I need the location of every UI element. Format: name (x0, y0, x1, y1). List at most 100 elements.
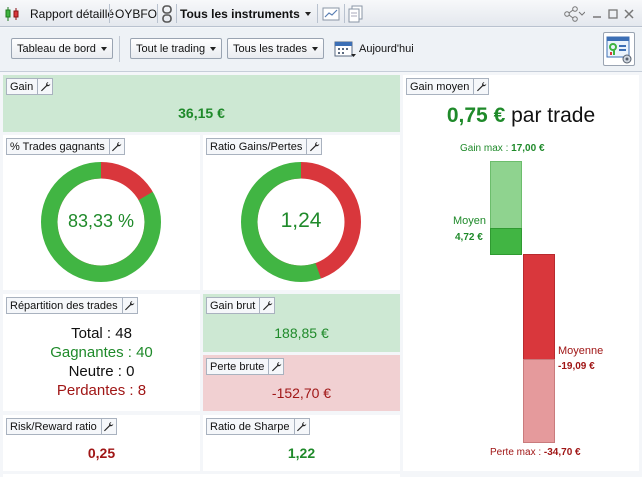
win-percentage-title: % Trades gagnants (6, 138, 125, 155)
total-trades: Total : 48 (71, 325, 132, 342)
average-gain-title: Gain moyen (406, 78, 490, 95)
calendar-icon (334, 41, 356, 57)
wrench-icon[interactable] (259, 298, 274, 313)
max-gain-annotation: Gain max : 17,00 € (460, 143, 545, 154)
trading-label: Tout le trading (136, 42, 206, 55)
risk-reward-title: Risk/Reward ratio (6, 418, 117, 435)
wrench-icon[interactable] (268, 359, 283, 374)
share-icon[interactable] (563, 0, 585, 27)
gross-gain-title: Gain brut (206, 297, 276, 314)
losing-trades: Perdantes : 8 (56, 382, 147, 399)
wrench-icon[interactable] (100, 419, 116, 434)
chevron-down-icon (311, 46, 318, 51)
donut-outline (240, 161, 362, 283)
neutral-trades: Neutre : 0 (68, 363, 135, 380)
average-gain-bar (490, 228, 522, 255)
average-loss-amount: -19,09 € (558, 361, 595, 372)
instruments-dropdown[interactable]: Tous les instruments (180, 0, 311, 27)
max-loss-annotation: Perte max : -34,70 € (490, 447, 581, 458)
trade-distribution-panel: Répartition des trades Total : 48 Gagnan… (3, 294, 200, 411)
date-label: Aujourd'hui (359, 43, 414, 55)
risk-reward-title-label: Risk/Reward ratio (10, 420, 97, 433)
max-gain-value: 17,00 € (511, 143, 545, 154)
gain-value: 36,15 € (178, 105, 225, 121)
gross-gain-title-label: Gain brut (210, 299, 256, 312)
trade-distribution-title: Répartition des trades (6, 297, 138, 314)
wrench-icon[interactable] (121, 298, 137, 313)
gross-gain-panel: Gain brut 188,85 € (203, 294, 400, 352)
wrench-icon[interactable] (293, 419, 309, 434)
trade-distribution-title-label: Répartition des trades (10, 299, 118, 312)
win-percentage-title-label: % Trades gagnants (10, 140, 105, 153)
gain-segment (40, 161, 162, 283)
gain-loss-ratio-title-label: Ratio Gains/Pertes (210, 140, 303, 153)
link-icon[interactable] (160, 0, 174, 27)
gross-loss-title-label: Perte brute (210, 360, 265, 373)
gross-loss-value: -152,70 € (271, 385, 332, 401)
chevron-down-icon (304, 11, 311, 16)
gain-title-label: Gain (10, 80, 34, 93)
wrench-icon[interactable] (37, 79, 52, 94)
wrench-icon[interactable] (108, 139, 124, 154)
donut-outline (40, 161, 162, 283)
win-percentage-panel: % Trades gagnants 83,33 % (3, 135, 200, 290)
chart-image-icon[interactable] (322, 0, 340, 27)
filter-toolbar: Tableau de bord Tout le trading Tous les… (0, 28, 642, 72)
trading-dropdown[interactable]: Tout le trading (130, 38, 223, 59)
average-gain-value: 0,75 € (446, 104, 506, 127)
document-icon[interactable] (348, 0, 364, 27)
dashboard-settings-button[interactable] (603, 32, 635, 66)
gain-loss-ratio-panel: Ratio Gains/Pertes 1,24 (203, 135, 400, 290)
risk-reward-value: 0,25 (87, 445, 116, 461)
average-loss-label: Moyenne (558, 345, 604, 357)
max-loss-label: Perte max : (490, 447, 544, 458)
next-row-strip (3, 474, 400, 477)
risk-reward-panel: Risk/Reward ratio 0,25 (3, 415, 200, 471)
max-loss-bar (523, 359, 555, 443)
average-loss-bar (523, 254, 555, 360)
wrench-icon[interactable] (306, 139, 321, 154)
trade-distribution-stats: Total : 48 Gagnantes : 40 Neutre : 0 Per… (3, 324, 200, 400)
win-percentage-value: 83,33 % (67, 211, 135, 231)
sharpe-ratio-title-label: Ratio de Sharpe (210, 420, 290, 433)
sharpe-ratio-value: 1,22 (287, 445, 316, 461)
maximize-icon[interactable] (608, 0, 618, 27)
sharpe-ratio-panel: Ratio de Sharpe 1,22 (203, 415, 400, 471)
candlestick-icon (4, 0, 22, 27)
title-bar: Rapport détaillé OYBFO Tous les instrume… (0, 0, 642, 27)
win-percentage-donut (40, 161, 162, 283)
chevron-down-icon (100, 46, 107, 51)
gain-loss-ratio-value: 1,24 (280, 209, 322, 232)
average-gain-panel: Gain moyen 0,75 € par trade Gain max : 1… (403, 75, 639, 471)
dashboard-label: Tableau de bord (17, 42, 96, 55)
average-label: Moyen (453, 215, 487, 227)
max-gain-label: Gain max : (460, 143, 512, 154)
account-button[interactable]: OYBFO (115, 6, 158, 21)
chevron-down-icon (210, 46, 217, 51)
average-gain-title-label: Gain moyen (410, 80, 470, 93)
gross-loss-panel: Perte brute -152,70 € (203, 355, 400, 411)
date-picker[interactable]: Aujourd'hui (334, 39, 414, 59)
average-gain-headline: 0,75 € par trade (403, 104, 639, 128)
dashboard-dropdown[interactable]: Tableau de bord (11, 38, 113, 59)
gain-loss-ratio-donut (240, 161, 362, 283)
close-icon[interactable] (624, 0, 634, 27)
gain-loss-ratio-title: Ratio Gains/Pertes (206, 138, 323, 155)
instruments-label: Tous les instruments (180, 6, 300, 21)
gain-panel-title: Gain (6, 78, 54, 95)
report-title: Rapport détaillé (30, 6, 115, 21)
trades-dropdown[interactable]: Tous les trades (227, 38, 324, 59)
winning-trades: Gagnantes : 40 (50, 344, 153, 361)
wrench-icon[interactable] (473, 79, 488, 94)
minimize-icon[interactable] (592, 0, 602, 27)
gain-segment (240, 161, 362, 283)
max-loss-value: -34,70 € (543, 447, 581, 458)
average-gain-suffix: par trade (505, 104, 596, 127)
gross-gain-value: 188,85 € (274, 325, 329, 341)
gain-panel: Gain 36,15 € (3, 75, 400, 132)
average-gain-amount: 4,72 € (455, 232, 483, 243)
gross-loss-title: Perte brute (206, 358, 285, 375)
sharpe-ratio-title: Ratio de Sharpe (206, 418, 310, 435)
dashboard-settings-icon (606, 36, 632, 64)
trades-label: Tous les trades (233, 42, 307, 55)
